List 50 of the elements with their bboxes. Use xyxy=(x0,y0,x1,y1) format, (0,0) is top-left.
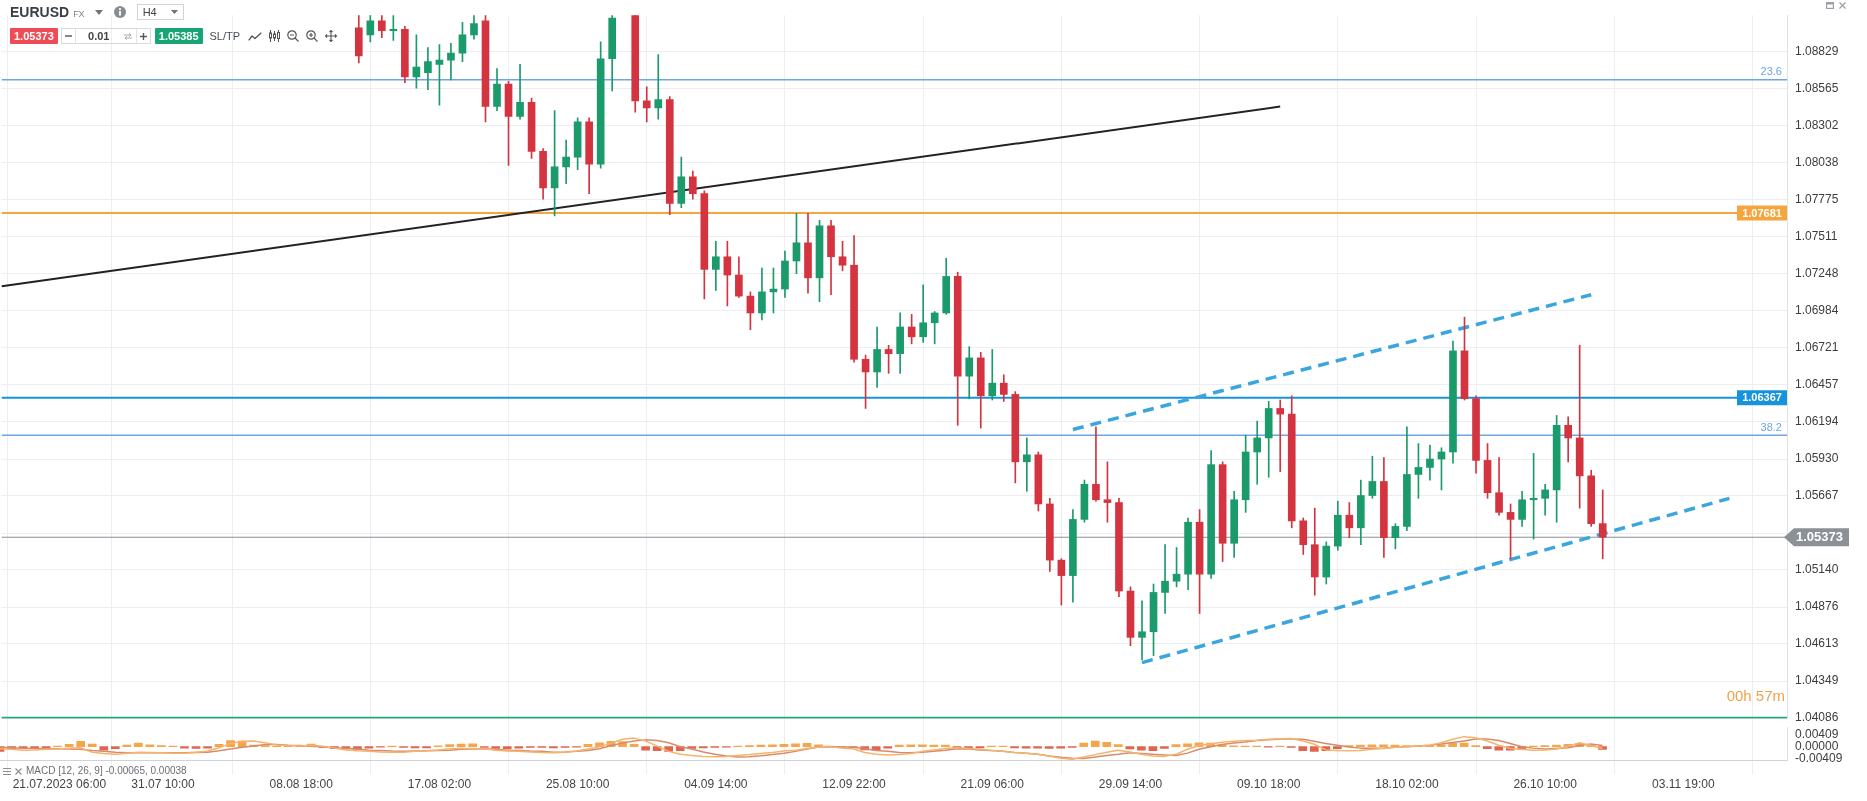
y-tick-label: 1.06194 xyxy=(1795,414,1839,429)
y-tick-label: 1.05930 xyxy=(1795,451,1839,466)
chart-subtitle: FX xyxy=(73,8,85,19)
x-tick-label: 03.11 19:00 xyxy=(1652,776,1715,791)
sell-button: 1.05373 xyxy=(10,28,58,44)
x-tick-label: 26.10 10:00 xyxy=(1513,776,1578,791)
lot-field: 0.01 xyxy=(74,29,137,43)
y-tick-label: 1.04876 xyxy=(1795,599,1839,614)
y-tick-label: 1.05140 xyxy=(1795,562,1839,577)
y-tick-label: 1.04086 xyxy=(1795,710,1839,725)
x-tick-label: 21.09 06:00 xyxy=(960,776,1025,791)
text: MACD [12, 26, 9] -0.00065, 0.00038 xyxy=(26,765,187,776)
x-tick-label: 21.07.2023 06:00 xyxy=(12,776,107,791)
y-tick-label: 1.08565 xyxy=(1795,81,1839,96)
y-tick-label: 1.08038 xyxy=(1795,155,1839,170)
y-tick-label: 0.00409 xyxy=(1795,726,1839,741)
x-tick-label: 17.08 02:00 xyxy=(407,776,472,791)
y-tick-label: 1.08829 xyxy=(1795,44,1839,59)
chart-title: EURUSD xyxy=(10,4,70,20)
y-tick-label: 1.07511 xyxy=(1795,229,1838,244)
x-tick-label: 08.08 18:00 xyxy=(269,776,334,791)
x-tick-label: 12.09 22:00 xyxy=(822,776,887,791)
x-tick-label: 04.09 14:00 xyxy=(684,776,748,791)
ref-line-label: 1.06367 xyxy=(1742,391,1782,404)
y-tick-label: 0.00000 xyxy=(1795,738,1839,753)
x-tick-label: 25.08 10:00 xyxy=(545,776,610,791)
annotation: 00h 57m xyxy=(1726,687,1785,705)
y-tick-label: 1.06721 xyxy=(1795,340,1839,355)
y-tick-label: 1.04613 xyxy=(1795,636,1839,651)
annotation: 0.01 xyxy=(87,29,111,43)
ref-line-label: 1.07681 xyxy=(1742,206,1782,219)
y-tick-label: 1.07248 xyxy=(1795,266,1839,281)
y-tick-label: -0.00409 xyxy=(1795,751,1843,766)
x-tick-label: 29.09 14:00 xyxy=(1098,776,1163,791)
y-tick-label: 1.05667 xyxy=(1795,488,1839,503)
x-tick-label: 18.10 02:00 xyxy=(1375,776,1439,791)
y-tick-label: 1.06457 xyxy=(1795,377,1839,392)
annotation: H4 xyxy=(142,6,157,18)
y-tick-label: 1.04349 xyxy=(1795,673,1839,688)
y-tick-label: 1.07775 xyxy=(1795,192,1839,207)
annotation: 23.6 xyxy=(1760,65,1782,78)
sl-tp-label: SL/TP xyxy=(209,30,241,42)
x-tick-label: 31.07 10:00 xyxy=(131,776,196,791)
buy-button: 1.05385 xyxy=(154,28,203,44)
x-tick-label: 09.10 18:00 xyxy=(1237,776,1301,791)
annotation: 38.2 xyxy=(1760,420,1782,433)
y-tick-label: 1.08302 xyxy=(1795,118,1839,133)
ref-line-label: 1.05373 xyxy=(1796,529,1843,545)
timeframe-select: H4 xyxy=(136,4,184,20)
y-tick-label: 1.06984 xyxy=(1795,303,1839,318)
